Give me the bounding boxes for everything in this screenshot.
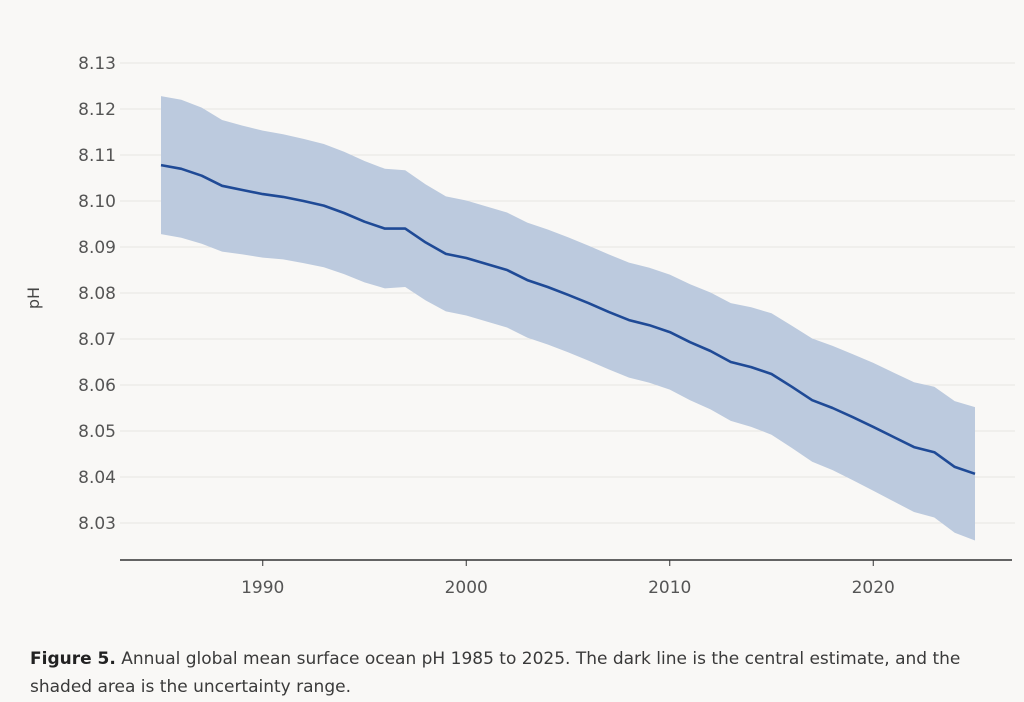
x-tick-label: 2020 — [852, 578, 895, 598]
y-tick-label: 8.08 — [78, 284, 116, 304]
y-tick-label: 8.05 — [78, 422, 116, 442]
x-tick-label: 1990 — [241, 578, 284, 598]
y-tick-label: 8.12 — [78, 100, 116, 120]
y-tick-label: 8.03 — [78, 514, 116, 534]
figure-caption: Figure 5. Annual global mean surface oce… — [30, 645, 1010, 701]
y-tick-label: 8.09 — [78, 238, 116, 258]
caption-label: Figure 5. — [30, 649, 116, 669]
y-tick-label: 8.11 — [78, 146, 116, 166]
y-tick-label: 8.04 — [78, 468, 116, 488]
y-tick-label: 8.07 — [78, 330, 116, 350]
y-tick-label: 8.10 — [78, 192, 116, 212]
y-tick-label: 8.13 — [78, 54, 116, 74]
x-axis-ticks: 1990 2000 2010 2020 — [241, 560, 895, 598]
ph-chart: 8.03 8.04 8.05 8.06 8.07 8.08 8.09 8.10 8.11 8.12… — [24, 54, 1015, 598]
y-axis-label: pH — [24, 287, 43, 309]
caption-text: Annual global mean surface ocean pH 1985… — [30, 649, 961, 697]
uncertainty-band — [161, 96, 975, 541]
x-tick-label: 2000 — [445, 578, 488, 598]
central-estimate-line — [160, 163, 976, 476]
x-tick-label: 2010 — [648, 578, 691, 598]
y-tick-label: 8.06 — [78, 376, 116, 396]
y-axis-ticks: 8.03 8.04 8.05 8.06 8.07 8.08 8.09 8.10 8.11 8.12… — [78, 54, 116, 534]
